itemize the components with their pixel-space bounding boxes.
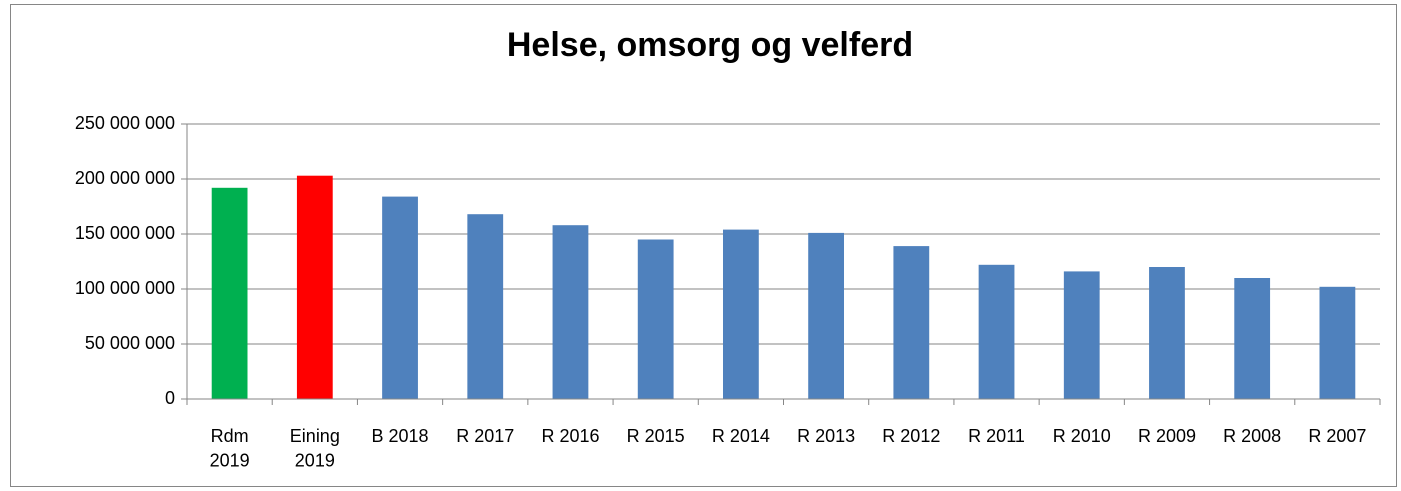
bar [893,246,930,399]
x-tick-label: R 2007 [1308,426,1366,446]
bar [722,229,759,399]
y-tick-label: 0 [165,388,175,408]
bar [1063,271,1100,399]
x-tick-label: B 2018 [372,426,429,446]
y-tick-label: 200 000 000 [75,168,175,188]
bar [552,225,589,399]
bar [1234,278,1271,399]
bar [1319,286,1356,399]
x-tick-label: R 2011 [968,426,1025,446]
bar [211,187,248,399]
x-tick-label: R 2013 [797,426,855,446]
y-tick-label: 50 000 000 [85,333,175,353]
bar [637,239,674,399]
x-tick-label: R 2010 [1053,426,1111,446]
x-tick-label: Eining 2019 [290,426,340,470]
y-tick-label: 150 000 000 [75,223,175,243]
x-tick-label: R 2017 [456,426,514,446]
bar [382,196,418,399]
x-tick-label: R 2012 [882,426,940,446]
x-tick-label: Rdm 2019 [210,426,250,470]
x-tick-label: R 2008 [1223,426,1281,446]
x-tick-label: R 2009 [1138,426,1196,446]
bar [467,214,504,399]
x-tick-label: R 2015 [627,426,685,446]
x-tick-label: R 2016 [541,426,599,446]
chart-title: Helse, omsorg og velferd [507,26,913,64]
y-tick-label: 100 000 000 [75,278,175,298]
bar [808,232,845,399]
bar [978,264,1015,399]
bar [1149,267,1185,399]
y-tick-label: 250 000 000 [75,113,175,133]
bar [296,175,333,399]
x-tick-label: R 2014 [712,426,770,446]
